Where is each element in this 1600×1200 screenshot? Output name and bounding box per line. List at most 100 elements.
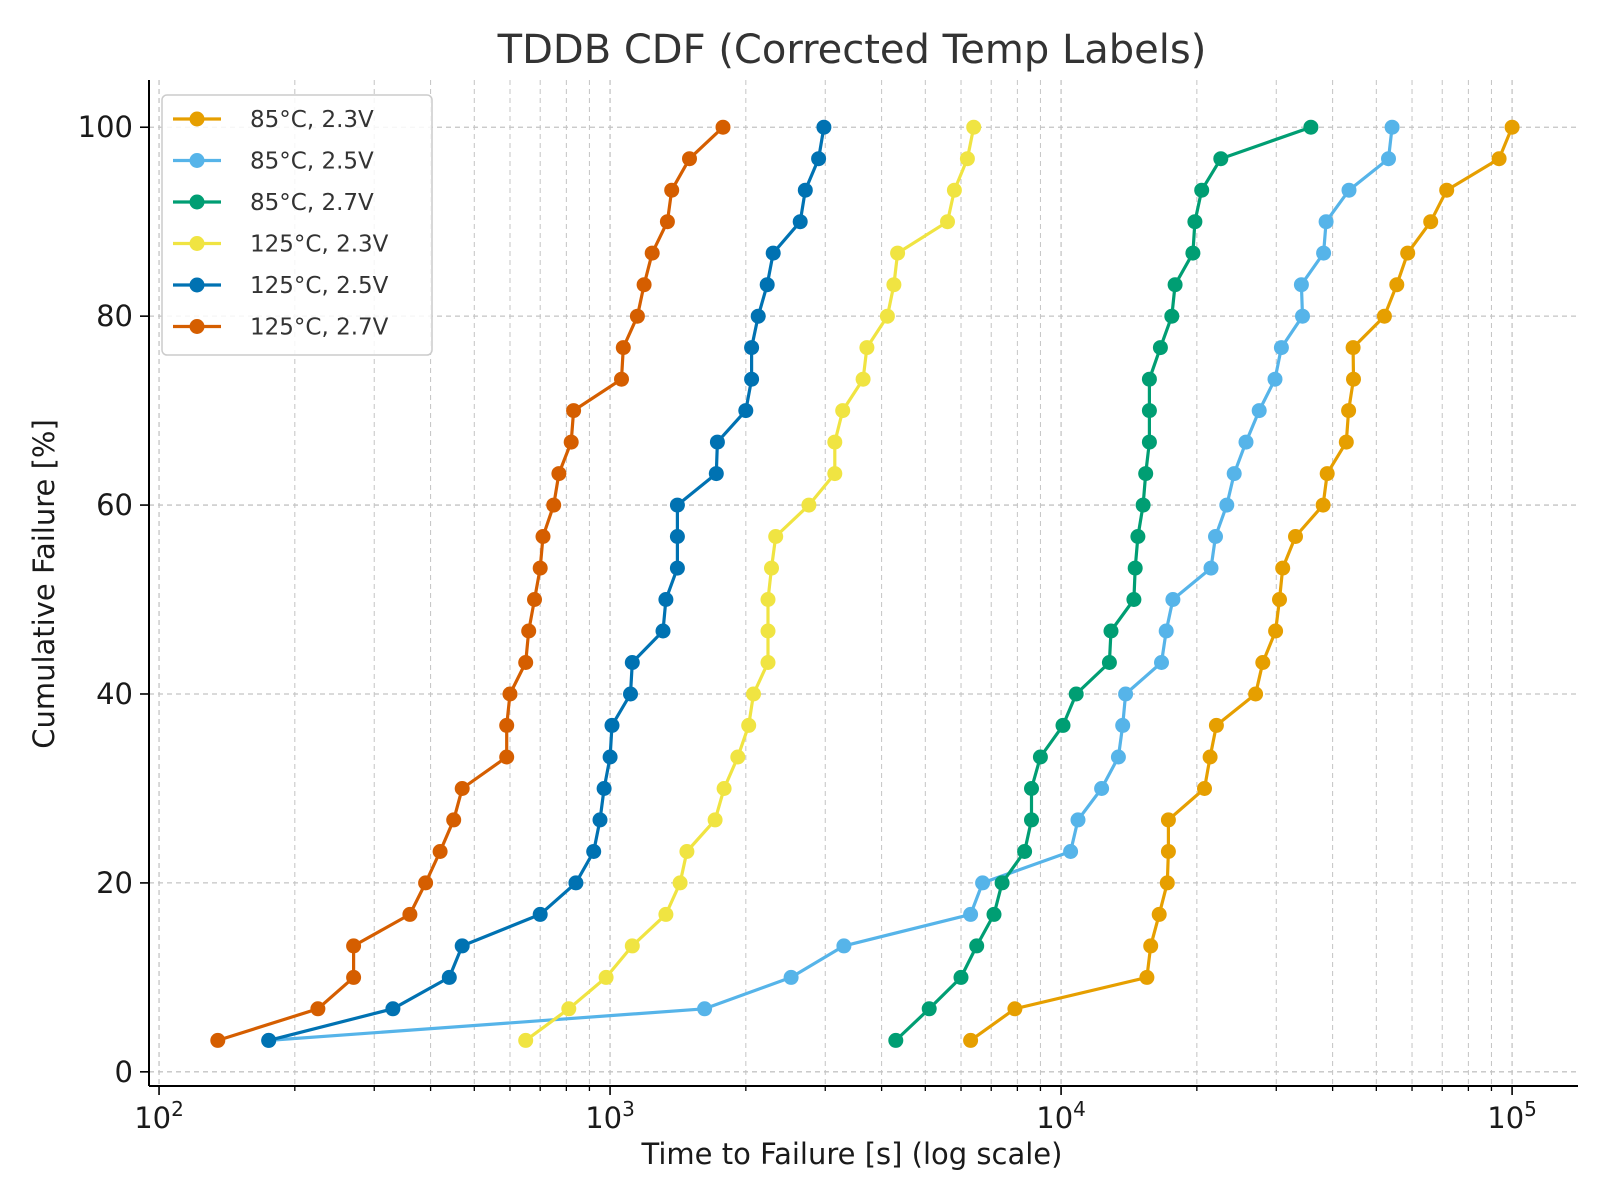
data-point: [1345, 340, 1361, 356]
y-tick-label: 60: [96, 488, 133, 522]
data-point: [1251, 403, 1267, 419]
data-point: [210, 1032, 226, 1048]
data-point: [1273, 340, 1289, 356]
series-line: [268, 127, 1394, 1042]
legend: 85°C, 2.3V 85°C, 2.5V 85°C, 2.7V 125°C, 2.3…: [161, 94, 433, 356]
data-point: [855, 371, 871, 387]
data-point: [623, 686, 638, 702]
data-point: [1158, 623, 1174, 639]
data-point: [1094, 781, 1110, 796]
data-point: [1063, 844, 1079, 859]
series-6: [210, 119, 731, 1048]
data-point: [1213, 151, 1229, 167]
data-point: [679, 844, 695, 859]
data-point: [563, 434, 579, 450]
data-point: [760, 655, 776, 670]
data-point: [669, 529, 685, 544]
data-point: [1268, 623, 1284, 639]
data-point: [1315, 497, 1331, 513]
data-point: [658, 592, 674, 607]
series-2: [261, 119, 1400, 1048]
data-point: [518, 655, 534, 670]
legend-swatch-marker: [189, 153, 205, 168]
x-tick-label: 104: [1036, 1097, 1086, 1135]
data-point: [1202, 749, 1218, 765]
data-point: [1272, 592, 1287, 607]
data-point: [566, 403, 582, 419]
data-point: [1160, 844, 1176, 859]
x-ticks: 102 103 104 105: [134, 1086, 1537, 1135]
data-point: [1318, 214, 1334, 230]
data-point: [708, 466, 724, 482]
data-point: [738, 403, 754, 419]
series-1: [963, 119, 1520, 1048]
data-point: [859, 340, 875, 356]
data-point: [1024, 781, 1039, 796]
data-point: [1293, 277, 1309, 293]
data-point: [1400, 245, 1416, 261]
legend-label: 85°C, 2.5V: [250, 149, 374, 175]
data-point: [760, 623, 776, 639]
data-point: [750, 308, 766, 324]
data-point: [532, 560, 548, 576]
data-point: [1187, 214, 1203, 230]
legend-item: 125°C, 2.5V: [173, 273, 389, 299]
data-point: [1154, 655, 1169, 670]
data-point: [783, 969, 799, 985]
data-point: [764, 560, 779, 576]
data-point: [454, 781, 470, 796]
data-point: [1219, 497, 1235, 513]
data-point: [432, 844, 448, 859]
data-point: [546, 497, 562, 513]
data-point: [1303, 119, 1319, 135]
data-point: [744, 371, 760, 387]
legend-item: 125°C, 2.7V: [173, 315, 389, 341]
data-point: [879, 308, 895, 324]
data-point: [1007, 1001, 1023, 1017]
legend-item: 85°C, 2.5V: [173, 149, 374, 175]
data-point: [1160, 812, 1176, 828]
data-point: [886, 277, 902, 293]
data-point: [940, 214, 955, 230]
legend-label: 125°C, 2.3V: [250, 232, 389, 258]
series-line: [894, 125, 1312, 1042]
y-tick-label: 80: [96, 299, 133, 333]
data-point: [966, 119, 982, 135]
data-point: [1238, 434, 1254, 450]
series-5: [261, 119, 832, 1048]
data-point: [707, 812, 723, 828]
y-tick-label: 100: [78, 110, 133, 144]
data-point: [1141, 403, 1157, 419]
data-point: [1275, 560, 1291, 576]
data-point: [1138, 466, 1154, 482]
legend-item: 85°C, 2.3V: [173, 107, 374, 133]
data-point: [1248, 686, 1264, 702]
series-line: [524, 126, 976, 1042]
data-point: [1127, 560, 1143, 576]
data-point: [1141, 434, 1157, 450]
x-axis-label: Time to Failure [s] (log scale): [641, 1137, 1063, 1171]
y-tick-label: 0: [115, 1055, 133, 1089]
data-point: [636, 277, 652, 293]
data-point: [963, 1032, 979, 1048]
data-point: [1103, 623, 1119, 639]
data-point: [835, 403, 851, 419]
data-point: [446, 812, 462, 828]
data-point: [1115, 717, 1131, 733]
data-point: [759, 277, 775, 293]
chart-title: TDDB CDF (Corrected Temp Labels): [497, 27, 1207, 73]
data-point: [994, 875, 1010, 891]
data-point: [1141, 371, 1157, 387]
data-point: [1110, 749, 1126, 765]
y-axis-label: Cumulative Failure [%]: [27, 419, 61, 749]
data-point: [1118, 686, 1134, 702]
data-point: [1055, 717, 1071, 733]
data-point: [744, 340, 760, 356]
data-point: [959, 151, 975, 167]
data-point: [741, 717, 757, 733]
legend-frame: [161, 94, 433, 356]
data-point: [502, 686, 518, 702]
data-point: [551, 466, 567, 482]
data-point: [629, 308, 645, 324]
data-point: [499, 717, 515, 733]
